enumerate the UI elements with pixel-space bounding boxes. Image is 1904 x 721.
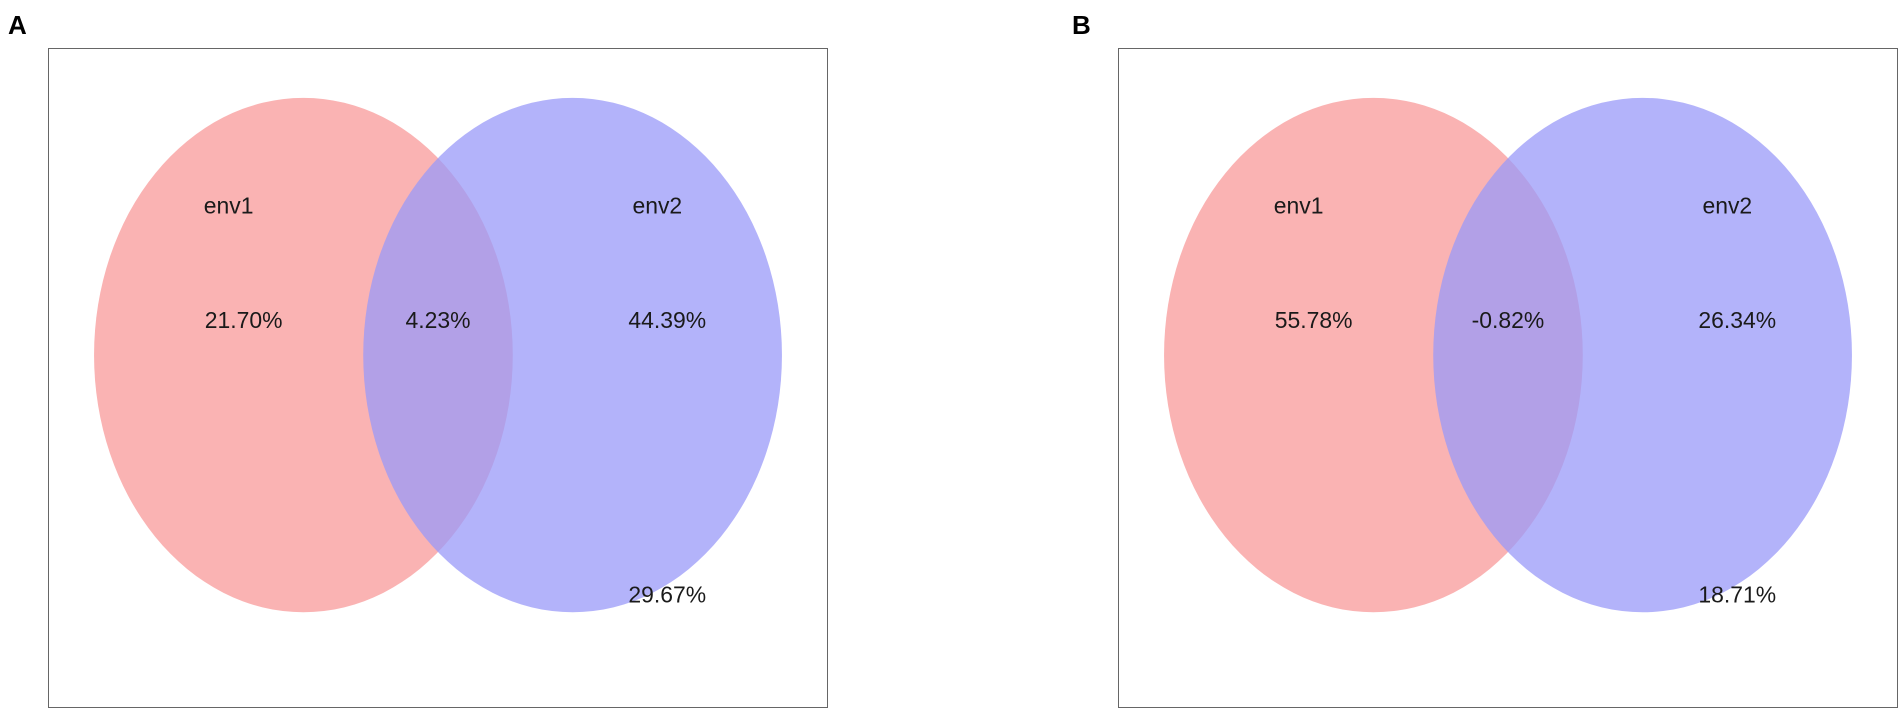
venn-panel-b: env1 env2 55.78% -0.82% 26.34% 18.71% — [1118, 48, 1898, 708]
venn-diagram-b: env1 env2 55.78% -0.82% 26.34% 18.71% — [1164, 97, 1852, 613]
overlap-value: -0.82% — [1472, 307, 1545, 333]
venn-panel-a: env1 env2 21.70% 4.23% 44.39% 29.67% — [48, 48, 828, 708]
outside-value: 29.67% — [628, 581, 706, 607]
env2-label: env2 — [632, 193, 682, 219]
env2-only-value: 44.39% — [628, 307, 706, 333]
env1-only-value: 55.78% — [1275, 307, 1353, 333]
overlap-value: 4.23% — [405, 307, 470, 333]
env2-circle — [1433, 97, 1852, 613]
env1-label: env1 — [1274, 193, 1324, 219]
outside-value: 18.71% — [1698, 581, 1776, 607]
env2-label: env2 — [1702, 193, 1752, 219]
env1-only-value: 21.70% — [205, 307, 283, 333]
panel-a-letter: A — [8, 10, 27, 40]
env1-label: env1 — [204, 193, 254, 219]
panel-b-letter: B — [1072, 10, 1091, 40]
env2-circle — [363, 97, 782, 613]
venn-diagram-a: env1 env2 21.70% 4.23% 44.39% 29.67% — [94, 97, 782, 613]
env2-only-value: 26.34% — [1698, 307, 1776, 333]
